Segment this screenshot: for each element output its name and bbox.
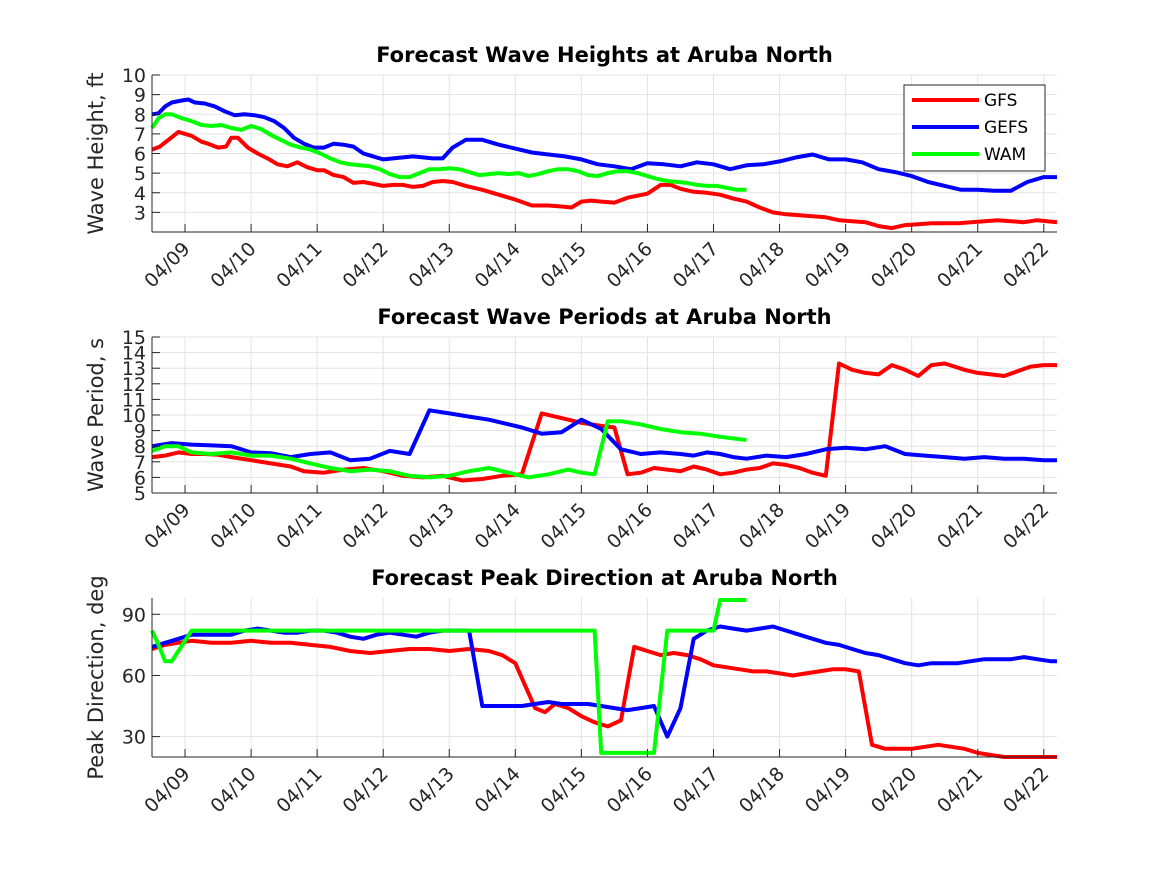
series-line-wam [151,419,747,480]
y-tick-label: 90 [122,604,146,626]
x-tick-label: 04/09 [140,238,194,292]
chart-title: Forecast Wave Periods at Aruba North [377,305,831,329]
x-tick-label: 04/10 [206,763,260,817]
y-tick-label: 30 [122,727,146,749]
x-tick-label: 04/18 [735,763,789,817]
y-tick-label: 7 [134,124,146,146]
y-axis-label: Wave Period, s [84,338,108,492]
series-line-gefs [151,97,1057,193]
x-tick-label: 04/12 [338,499,392,553]
y-tick-label: 8 [134,436,146,458]
x-tick-label: 04/12 [338,238,392,292]
y-tick-label: 10 [122,405,146,427]
x-tick-label: 04/18 [735,499,789,553]
legend-label-gfs: GFS [984,91,1017,111]
x-tick-label: 04/13 [405,499,459,553]
x-tick-label: 04/21 [933,499,987,553]
x-tick-label: 04/10 [206,238,260,292]
x-tick-label: 04/11 [272,238,326,292]
y-tick-label: 13 [122,358,146,380]
x-tick-label: 04/20 [867,238,921,292]
series-line-gfs [151,361,1057,483]
y-tick-label: 6 [134,467,146,489]
x-tick-label: 04/11 [272,499,326,553]
x-tick-label: 04/16 [603,763,657,817]
y-tick-label: 6 [134,144,146,166]
x-tick-label: 04/19 [801,499,855,553]
x-tick-label: 04/17 [669,499,723,553]
x-tick-label: 04/15 [537,499,591,553]
legend-label-wam: WAM [984,145,1026,165]
y-tick-label: 7 [134,452,146,474]
y-tick-label: 60 [122,665,146,687]
y-tick-label: 9 [134,85,146,107]
y-tick-label: 9 [134,421,146,443]
series-line-gefs [151,408,1057,463]
x-tick-label: 04/21 [933,763,987,817]
plot-area [152,598,1057,757]
x-tick-label: 04/19 [801,763,855,817]
x-tick-label: 04/15 [537,763,591,817]
y-tick-label: 14 [122,343,146,365]
x-tick-label: 04/09 [140,499,194,553]
x-tick-label: 04/17 [669,238,723,292]
x-tick-label: 04/17 [669,763,723,817]
y-tick-label: 4 [134,183,146,205]
y-tick-label: 5 [134,483,146,505]
series-line-gfs [151,129,1058,231]
series-line-wam [150,112,747,192]
y-tick-label: 15 [122,327,146,349]
y-axis-label: Wave Height, ft [84,72,108,234]
x-tick-label: 04/13 [405,238,459,292]
y-tick-label: 12 [122,374,146,396]
x-tick-label: 04/20 [867,499,921,553]
x-tick-label: 04/14 [471,499,525,553]
x-tick-label: 04/13 [405,763,459,817]
x-tick-label: 04/09 [140,763,194,817]
x-tick-label: 04/12 [338,763,392,817]
y-tick-label: 8 [134,104,146,126]
x-tick-label: 04/14 [471,238,525,292]
y-tick-label: 3 [134,202,146,224]
y-tick-label: 11 [122,389,146,411]
x-tick-label: 04/19 [801,238,855,292]
x-tick-label: 04/15 [537,238,591,292]
x-tick-label: 04/14 [471,763,525,817]
x-tick-label: 04/16 [603,238,657,292]
x-tick-label: 04/18 [735,238,789,292]
y-axis-label: Peak Direction, deg [84,575,108,779]
x-tick-label: 04/10 [206,499,260,553]
chart-title: Forecast Peak Direction at Aruba North [371,566,838,590]
x-tick-label: 04/21 [933,238,987,292]
x-tick-label: 04/22 [999,499,1053,553]
x-tick-label: 04/22 [999,763,1053,817]
series-line-gfs [151,638,1057,759]
x-tick-label: 04/16 [603,499,657,553]
y-tick-label: 5 [134,163,146,185]
legend-label-gefs: GEFS [984,118,1028,138]
series-line-wam [150,598,747,755]
x-tick-label: 04/20 [867,763,921,817]
chart-title: Forecast Wave Heights at Aruba North [376,43,833,67]
y-tick-label: 10 [122,65,146,87]
x-tick-label: 04/11 [272,763,326,817]
x-tick-label: 04/22 [999,238,1053,292]
